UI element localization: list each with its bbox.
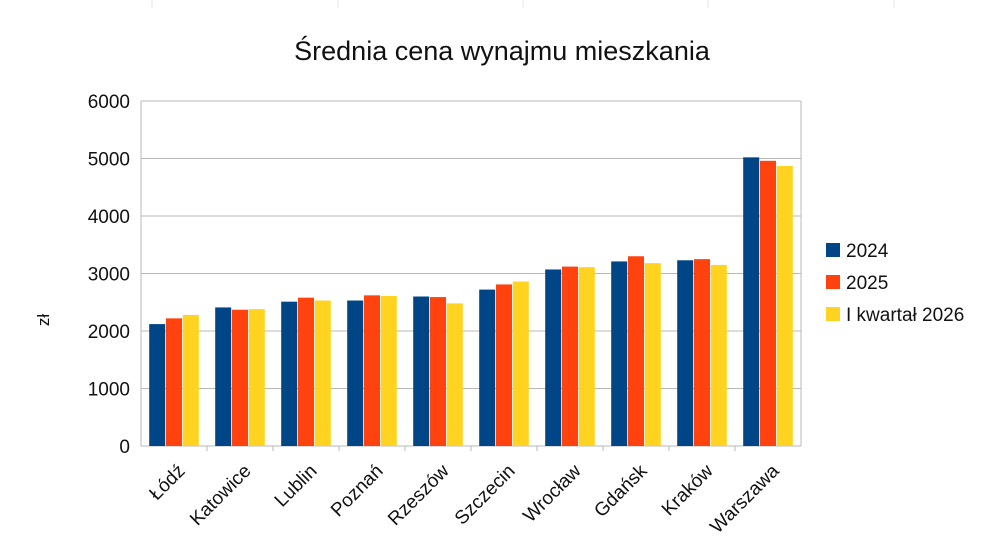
x-tick-label-Wrocław: Wrocław	[519, 460, 585, 526]
x-tick-label-Rzeszów: Rzeszów	[384, 460, 454, 530]
bar-Lublin-2025	[298, 297, 314, 446]
x-tick-label-Gdańsk: Gdańsk	[590, 460, 652, 522]
bar-Kraków-2024	[677, 260, 694, 446]
legend-label-2025: 2025	[846, 273, 888, 294]
bar-Warszawa-I kwartał 2026	[776, 165, 793, 446]
bar-Gdańsk-I kwartał 2026	[644, 263, 661, 446]
y-axis-title: zł	[34, 314, 53, 327]
bar-Rzeszów-I kwartał 2026	[446, 303, 463, 446]
bar-Katowice-I kwartał 2026	[248, 309, 265, 446]
x-tick-label-Warszawa: Warszawa	[706, 460, 783, 537]
top-dividers	[151, 0, 895, 8]
bar-Kraków-2025	[694, 259, 710, 446]
bar-Warszawa-2024	[743, 157, 760, 446]
bar-Kraków-I kwartał 2026	[710, 264, 727, 446]
y-tick-label-0: 0	[119, 437, 130, 458]
x-tick-label-Kraków: Kraków	[658, 460, 718, 520]
x-tick-label-Szczecin: Szczecin	[451, 461, 520, 530]
bar-Rzeszów-2024	[413, 296, 430, 446]
legend-label-2024: 2024	[846, 241, 889, 262]
y-tick-label-3000: 3000	[88, 265, 130, 286]
bar-Szczecin-I kwartał 2026	[512, 281, 529, 446]
legend-label-I kwartał 2026: I kwartał 2026	[846, 305, 964, 326]
bar-Lublin-2024	[281, 301, 298, 446]
bar-Szczecin-2024	[479, 289, 496, 446]
bar-Warszawa-2025	[760, 160, 776, 447]
y-tick-label-2000: 2000	[88, 322, 130, 343]
bar-Łódź-I kwartał 2026	[182, 314, 199, 446]
bar-Wrocław-2025	[562, 266, 578, 446]
x-tick-label-Poznań: Poznań	[327, 461, 387, 521]
x-tick-label-Lublin: Lublin	[271, 461, 322, 512]
bar-Wrocław-2024	[545, 269, 562, 446]
bar-Gdańsk-2024	[611, 261, 628, 446]
bar-Łódź-2025	[166, 318, 182, 446]
y-axis-ticks: 0 1000 2000 3000 4000 5000 6000	[88, 92, 130, 458]
x-tick-label-Łódź: Łódź	[146, 461, 190, 505]
bar-Katowice-2024	[215, 307, 232, 446]
bar-Poznań-I kwartał 2026	[380, 295, 397, 446]
bar-Gdańsk-2025	[628, 256, 644, 446]
y-tick-label-4000: 4000	[88, 207, 130, 228]
bar-Szczecin-2025	[496, 284, 512, 446]
bar-Łódź-2024	[149, 324, 166, 446]
y-tick-label-5000: 5000	[88, 150, 130, 171]
legend-swatch-2024	[826, 243, 840, 257]
bar-Poznań-2025	[364, 295, 380, 446]
bar-Lublin-I kwartał 2026	[314, 300, 331, 446]
y-tick-label-1000: 1000	[88, 380, 130, 401]
y-tick-label-6000: 6000	[88, 92, 130, 113]
legend-swatch-2025	[826, 275, 840, 289]
bar-Wrocław-I kwartał 2026	[578, 267, 595, 446]
bar-Rzeszów-2025	[430, 297, 446, 446]
legend-swatch-I kwartał 2026	[826, 307, 840, 321]
bar-Poznań-2024	[347, 300, 364, 446]
bar-Katowice-2025	[232, 309, 248, 446]
x-tick-label-Katowice: Katowice	[186, 461, 255, 530]
bars-layer	[149, 157, 793, 447]
chart-title: Średnia cena wynajmu mieszkania	[294, 34, 711, 66]
legend: 2024 2025 I kwartał 2026	[826, 241, 964, 326]
